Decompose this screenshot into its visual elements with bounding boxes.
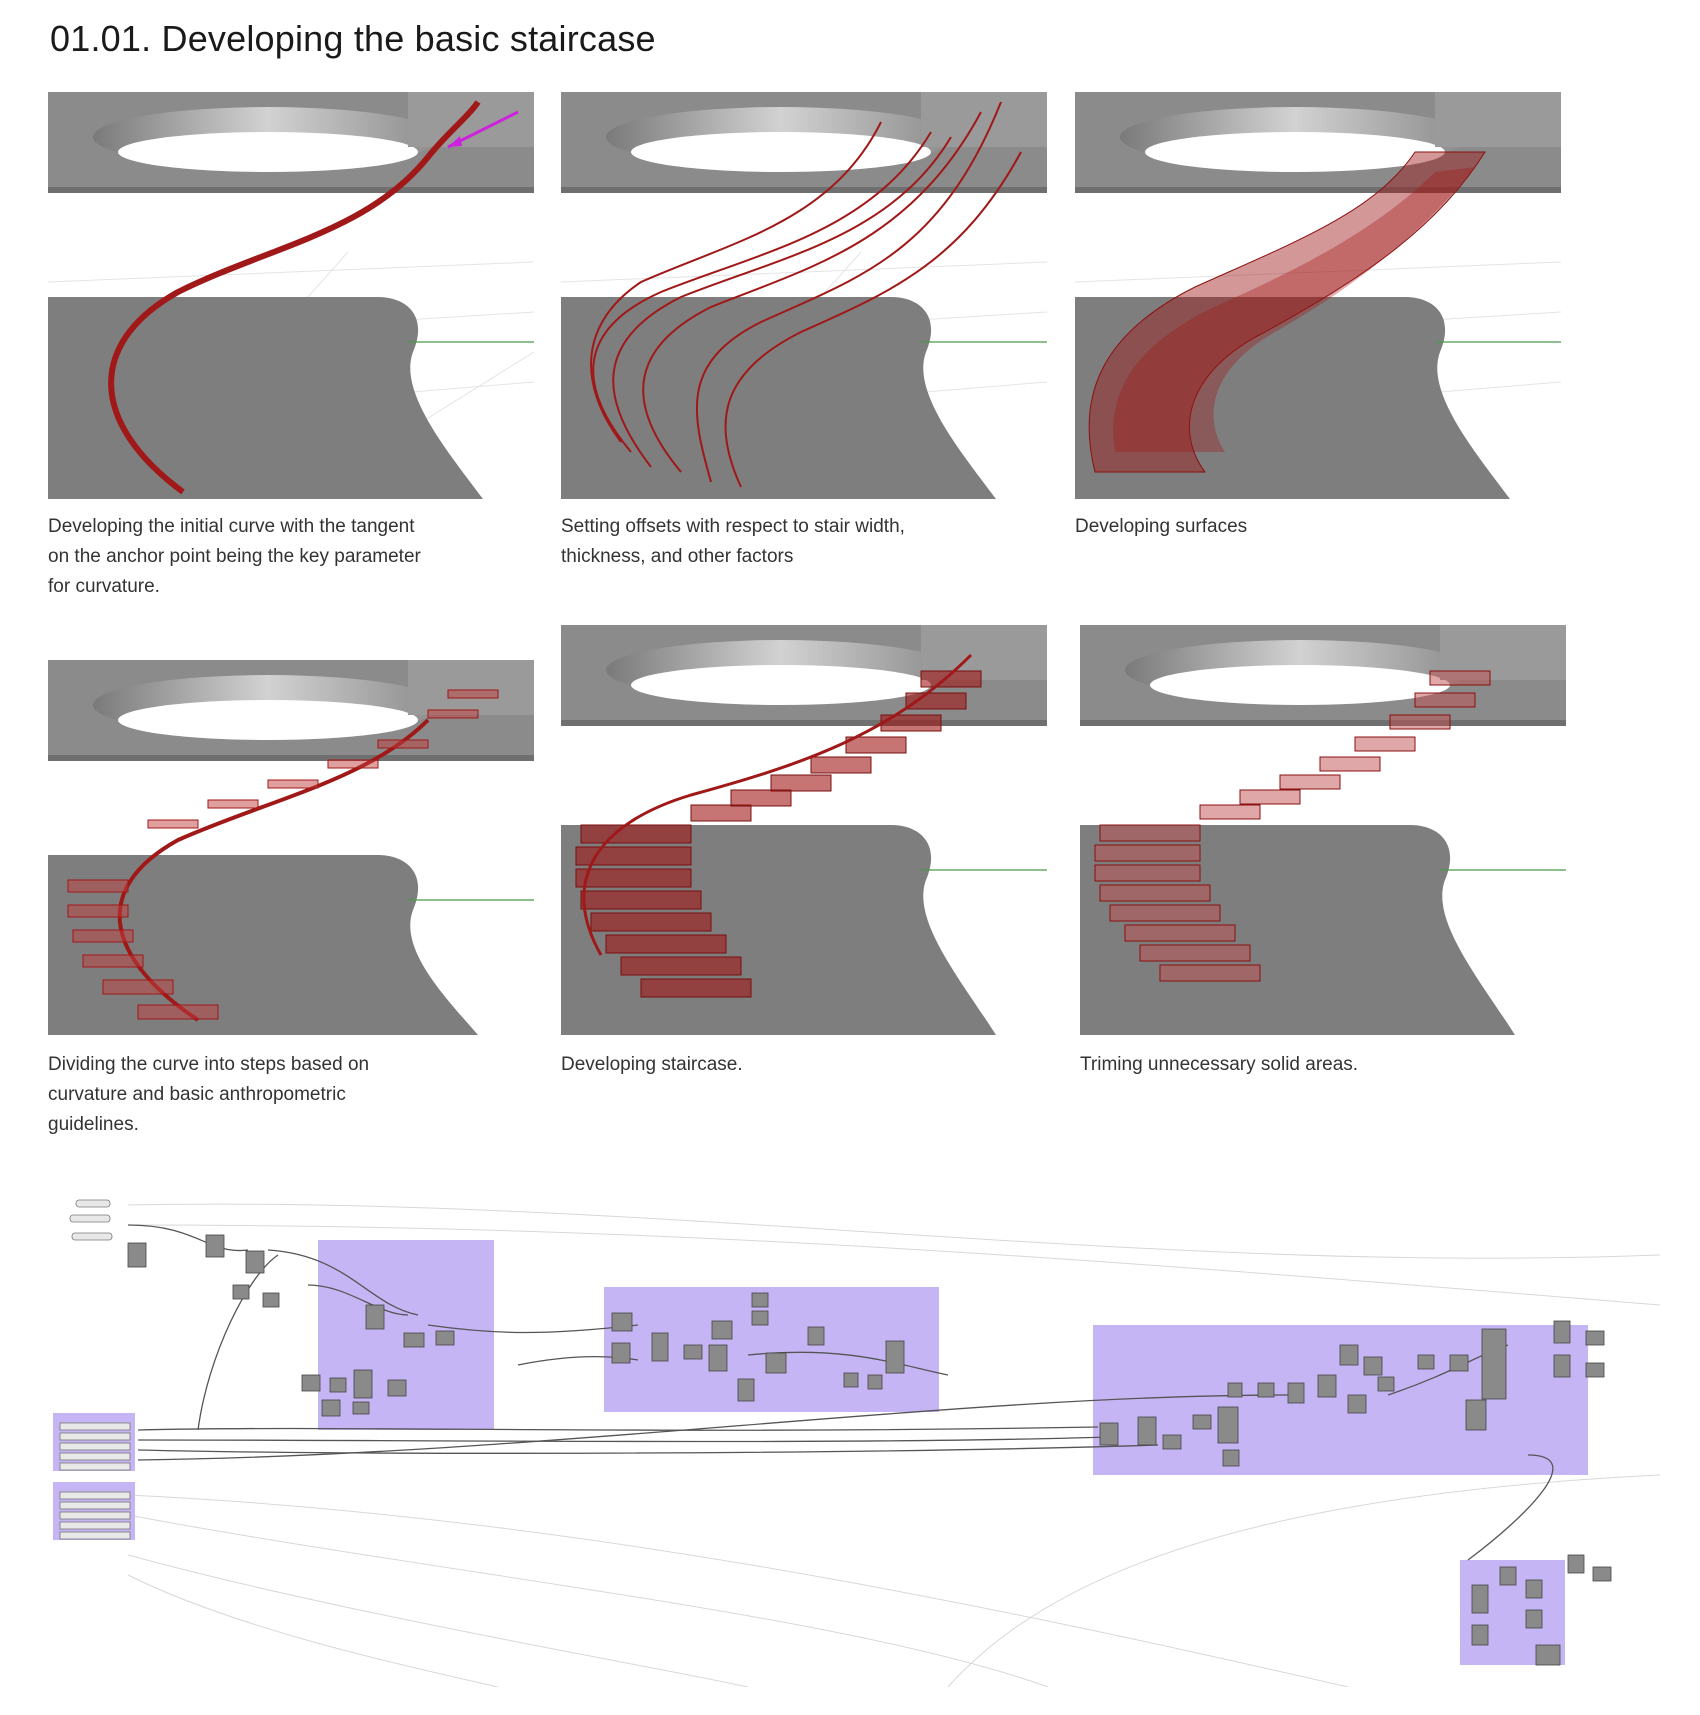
viewport-surfaces: [1075, 92, 1561, 499]
render-divide: [48, 660, 534, 1035]
caption-initial-curve: Developing the initial curve with the ta…: [48, 516, 421, 597]
viewport-trim: [1080, 625, 1566, 1035]
nodes: [127, 1234, 1612, 1666]
render-trim: [1080, 625, 1566, 1035]
node-graph: [53, 1199, 1660, 1687]
viewport-staircase: [561, 625, 1047, 1035]
page-title: 01.01. Developing the basic staircase: [50, 18, 656, 59]
viewport-initial-curve: [48, 92, 534, 499]
render-initial-curve: [48, 92, 534, 499]
caption-staircase: Developing staircase.: [561, 1054, 743, 1075]
panels: [59, 1199, 131, 1540]
caption-divide: Dividing the curve into steps based on c…: [48, 1054, 370, 1135]
grasshopper-definition: [48, 1195, 1660, 1687]
group-detailing-parameters: [53, 1482, 135, 1540]
render-offsets: [561, 92, 1047, 499]
render-staircase: [561, 625, 1047, 1035]
background-wires: [127, 1203, 1660, 1687]
viewport-divide: [48, 660, 534, 1035]
render-surfaces: [1075, 92, 1561, 499]
caption-trim: Triming unnecessary solid areas.: [1080, 1054, 1359, 1075]
viewport-offsets: [561, 92, 1047, 499]
group-staircase-parameters: [53, 1413, 135, 1471]
groups: [53, 1240, 1588, 1665]
caption-surfaces: Developing surfaces: [1075, 516, 1248, 537]
caption-offsets: Setting offsets with respect to stair wi…: [561, 516, 905, 567]
